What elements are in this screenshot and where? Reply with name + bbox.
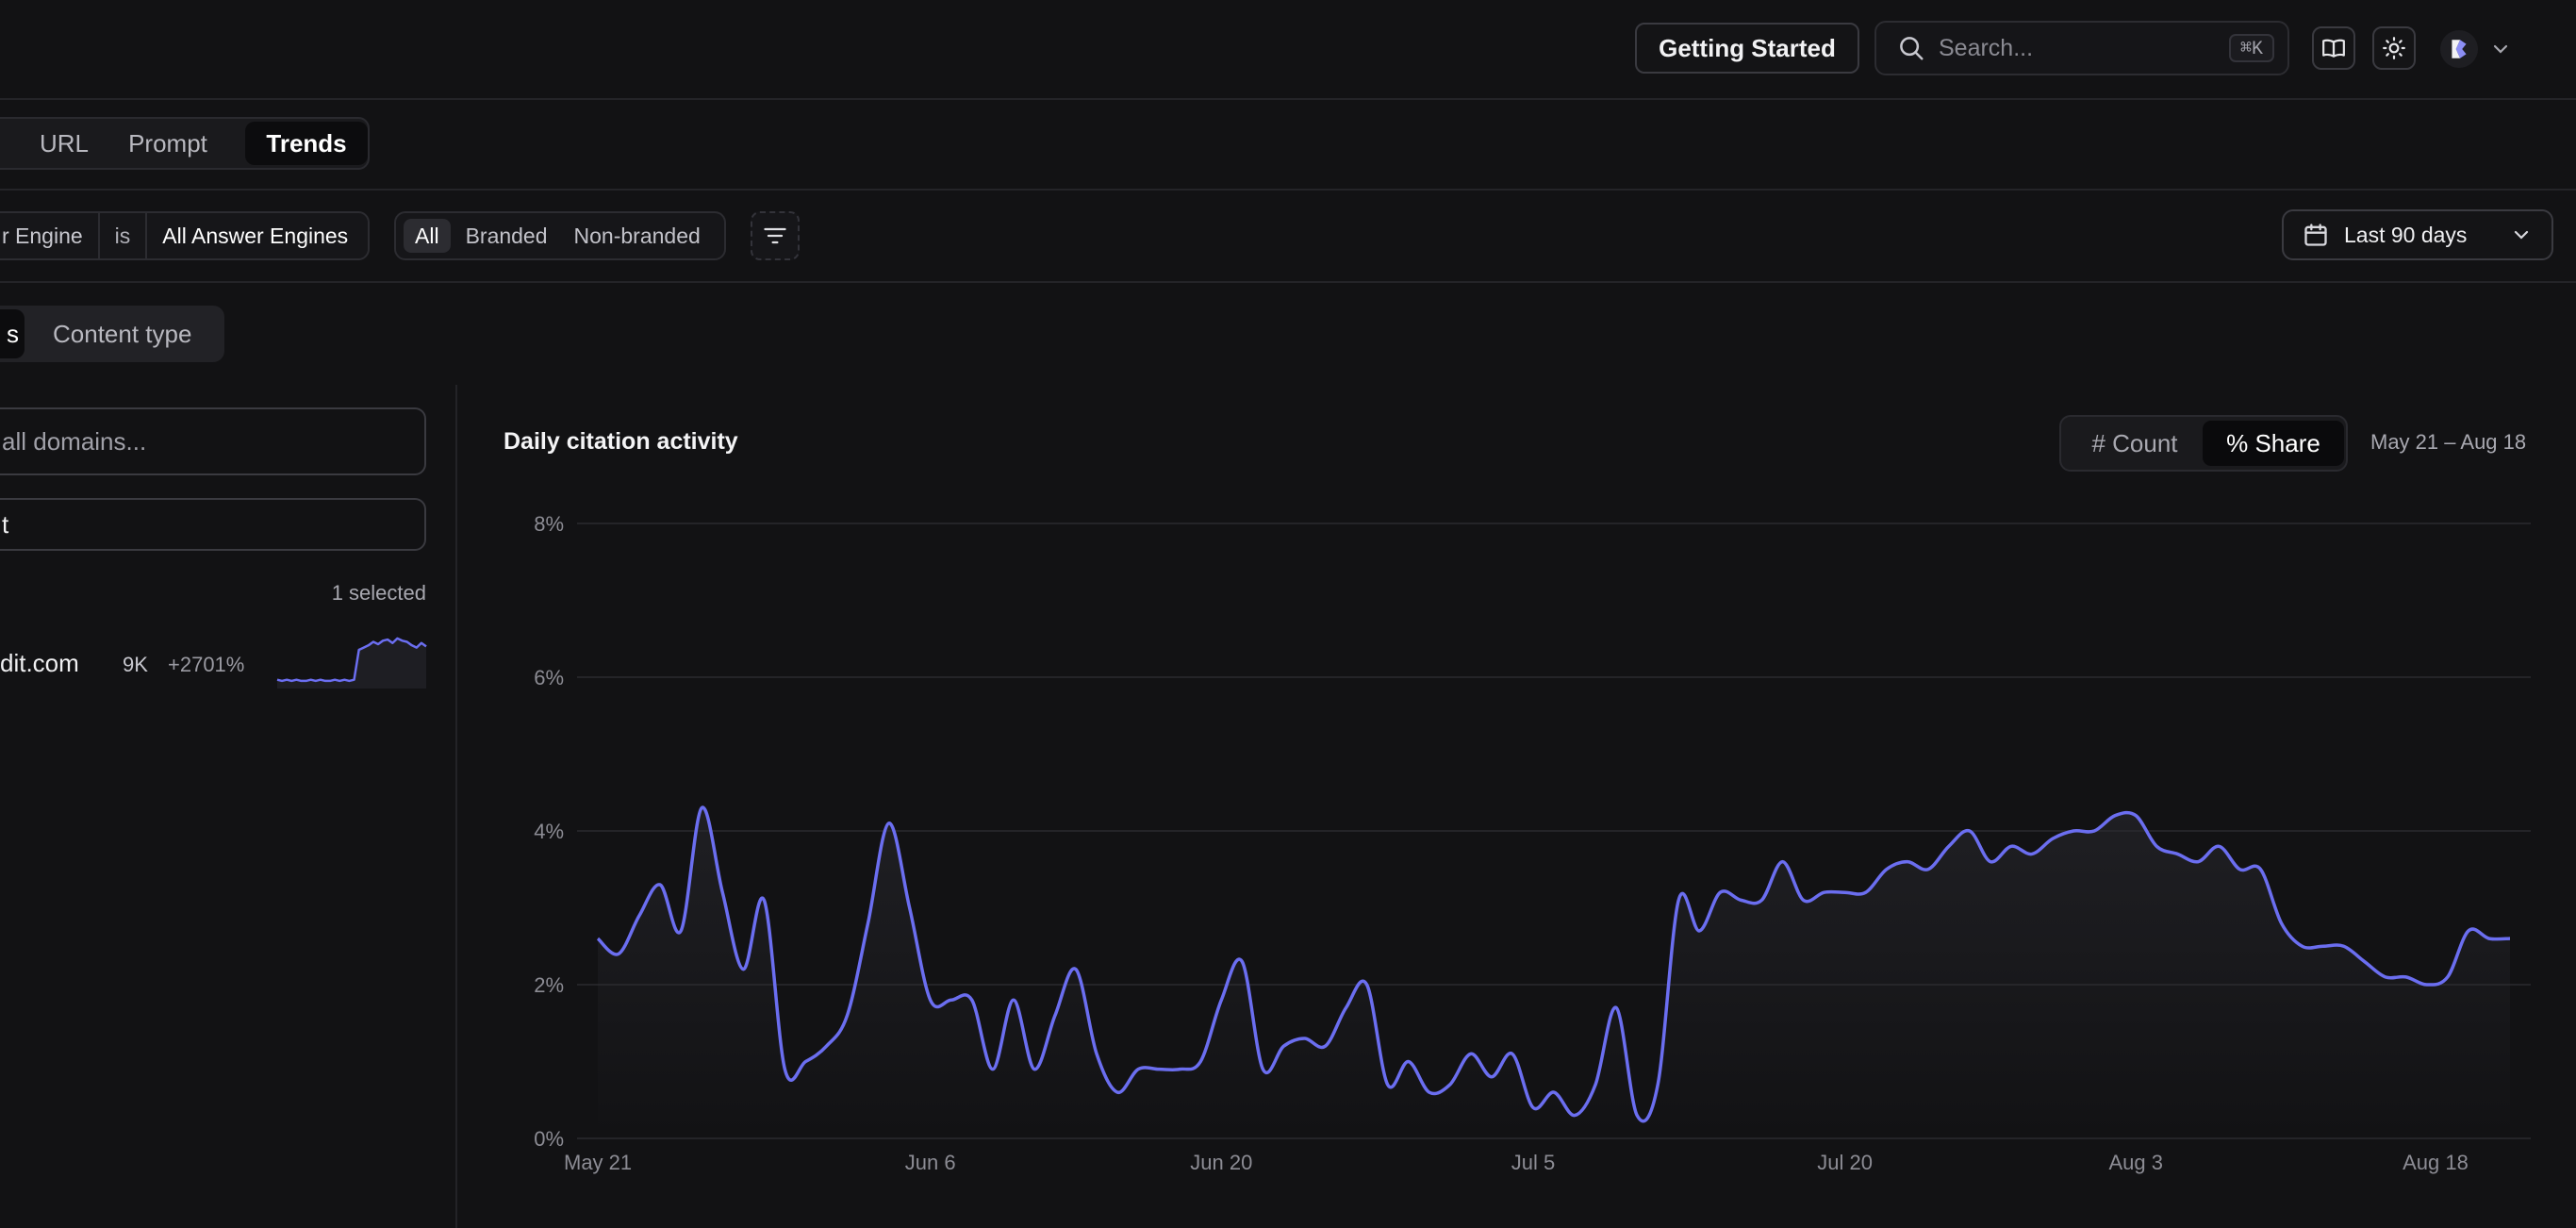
filter-lines-icon [762,223,788,249]
domain-row[interactable]: dit.com 9K +2701% [0,632,434,689]
domain-sparkline [276,637,427,689]
chart-title: Daily citation activity [504,428,738,455]
sparkline-line [276,637,427,683]
engine-filter[interactable]: r Engine is All Answer Engines [0,211,370,260]
y-tick-label: 0% [534,1127,564,1151]
tabs-divider [0,189,2576,191]
panel-divider [455,385,457,1228]
x-tick-label: May 21 [564,1151,632,1174]
engine-filter-operator: is [97,213,146,258]
brand-segment-control: All Branded Non-branded [394,211,726,260]
chevron-down-icon [2489,38,2512,60]
x-tick-label: Jul 5 [1511,1151,1555,1174]
domain-count: 9K [123,653,148,676]
x-tick-label: Aug 18 [2403,1151,2469,1174]
account-menu[interactable] [2440,28,2523,70]
chevron-down-icon [2510,224,2533,246]
search-bar[interactable]: Search... ⌘K [1874,21,2289,75]
theme-toggle-button[interactable] [2372,26,2416,70]
x-tick-label: Jul 20 [1817,1151,1873,1174]
domain-change: +2701% [168,653,245,676]
area-fill [598,807,2510,1138]
segment-all[interactable]: All [404,219,451,253]
y-tick-label: 6% [534,666,564,689]
x-tick-label: Aug 3 [2108,1151,2163,1174]
sparkline-area [277,638,426,689]
domain-filter-input[interactable]: t [0,498,426,551]
share-toggle[interactable]: % Share [2203,421,2344,466]
search-shortcut: ⌘K [2228,34,2274,62]
docs-button[interactable] [2312,26,2355,70]
avatar [2440,30,2478,68]
count-toggle[interactable]: # Count [2091,428,2178,457]
segment-non-branded[interactable]: Non-branded [573,223,701,248]
engine-filter-field: r Engine [2,223,83,248]
tab-trends[interactable]: Trends [245,122,368,165]
view-tabs: URL Prompt Trends [0,117,370,170]
engine-filter-value[interactable]: All Answer Engines [145,213,363,258]
selected-count: 1 selected [331,581,426,605]
filter-options-button[interactable] [751,211,800,260]
y-tick-label: 4% [534,820,564,843]
header-divider [0,98,2576,100]
filters-divider [0,281,2576,283]
chart-date-span: May 21 – Aug 18 [2370,430,2527,454]
date-range-label: Last 90 days [2344,222,2468,247]
tab-prompt[interactable]: Prompt [128,128,207,158]
subtab-domains[interactable]: s [0,309,25,358]
search-icon [1897,34,1925,62]
tab-url[interactable]: URL [39,128,89,158]
search-placeholder: Search... [1939,34,2034,61]
subtab-content-type[interactable]: Content type [53,319,192,348]
sun-icon [2382,36,2406,60]
getting-started-button[interactable]: Getting Started [1635,23,1859,74]
book-icon [2321,36,2346,60]
y-tick-label: 2% [534,973,564,997]
domain-name: dit.com [0,649,79,677]
x-tick-label: Jun 20 [1190,1151,1252,1174]
segment-branded[interactable]: Branded [465,223,548,248]
series-line [596,805,2511,1123]
calendar-icon [2303,222,2329,248]
date-range-picker[interactable]: Last 90 days [2282,209,2553,260]
domain-search-input[interactable]: all domains... [0,407,426,475]
metric-toggle: # Count % Share [2059,415,2348,472]
y-tick-label: 8% [534,512,564,536]
x-tick-label: Jun 6 [905,1151,956,1174]
breakdown-tabs: s Content type [0,306,224,362]
